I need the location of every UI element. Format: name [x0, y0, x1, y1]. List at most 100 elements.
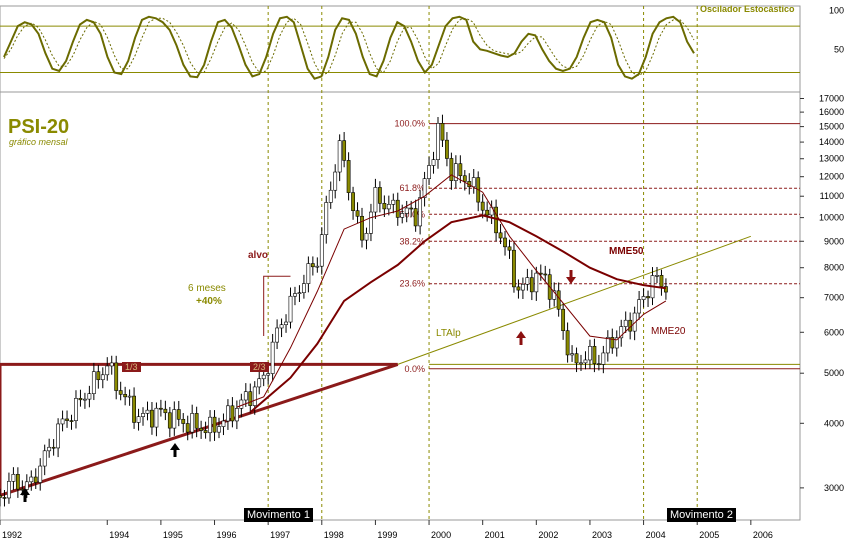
candle-body	[556, 290, 561, 310]
candle-body	[445, 139, 449, 159]
candle-body	[24, 481, 29, 490]
candle-body	[664, 286, 668, 293]
price-tick-label: 7000	[824, 293, 844, 303]
trendline-support	[0, 362, 399, 497]
fib-level-label: 38.2%	[400, 236, 426, 246]
arrow-up-1992	[20, 488, 30, 495]
candle-body	[436, 123, 440, 160]
label-movimento-1: Movimento 1	[244, 508, 313, 522]
candle-body	[552, 290, 557, 300]
candle-body	[288, 295, 293, 323]
price-tick-label: 17000	[819, 94, 844, 104]
candle-body	[270, 341, 275, 374]
candle-body	[641, 296, 646, 300]
candle-body	[337, 140, 342, 173]
candle-body	[29, 476, 34, 483]
time-tick-label: 2003	[592, 530, 612, 540]
candle-body	[91, 371, 96, 394]
arrow-up-1995-shaft	[173, 450, 177, 457]
candle-body	[400, 213, 405, 218]
candle-body	[601, 352, 606, 365]
time-tick-label: 2000	[431, 530, 451, 540]
candle-body	[310, 263, 315, 268]
candle-body	[74, 398, 78, 421]
candle-body	[431, 159, 436, 166]
fib-level-label: 50.0%	[400, 209, 426, 219]
candle-body	[7, 481, 11, 499]
candle-body	[96, 371, 101, 381]
candle-body	[261, 374, 266, 380]
candle-body	[42, 450, 47, 467]
candle-body	[614, 337, 619, 349]
candle-body	[623, 319, 628, 327]
candle-body	[150, 409, 154, 428]
candle-body	[257, 378, 262, 388]
arrow-down-2002	[566, 277, 576, 284]
label-2-3: 2/3	[250, 362, 269, 372]
candle-body	[51, 446, 56, 449]
candle-body	[364, 233, 369, 241]
candle-body	[440, 123, 445, 141]
candle-body	[328, 189, 333, 203]
time-tick-label: 2004	[646, 530, 666, 540]
arrow-down-2002-shaft	[569, 270, 573, 277]
label-ltalp: LTAlp	[436, 328, 461, 339]
candlestick-series	[0, 114, 668, 507]
candle-body	[275, 327, 279, 343]
candle-body	[145, 409, 150, 414]
candle-body	[284, 321, 288, 326]
candle-body	[449, 158, 454, 181]
candle-body	[480, 201, 485, 211]
candle-body	[203, 430, 208, 434]
chart-subtitle: gráfico mensal	[9, 137, 68, 147]
candle-body	[619, 326, 624, 339]
price-tick-label: 4000	[824, 418, 844, 428]
candle-body	[230, 405, 235, 422]
candle-body	[172, 409, 177, 429]
candle-body	[83, 398, 87, 401]
label-alvo: alvo	[248, 250, 269, 261]
candle-body	[561, 308, 566, 331]
candle-body	[65, 418, 69, 421]
time-tick-label: 2005	[699, 530, 719, 540]
candle-body	[596, 363, 601, 366]
label-6-meses: 6 meses	[188, 283, 226, 294]
candle-body	[360, 215, 364, 241]
candle-body	[217, 426, 221, 433]
candle-body	[565, 330, 570, 356]
candle-body	[319, 234, 324, 267]
oscillator-label: Oscilador Estocástico	[700, 4, 795, 14]
candle-body	[427, 165, 431, 179]
candle-body	[413, 208, 418, 227]
trendline-ltalp	[397, 235, 752, 365]
candle-body	[525, 277, 530, 285]
candle-body	[377, 187, 382, 204]
osc-tick-label: 100	[829, 6, 844, 16]
candle-body	[369, 211, 373, 234]
candle-body	[123, 394, 128, 398]
candle-body	[181, 418, 186, 424]
candle-body	[266, 373, 271, 376]
candle-body	[208, 416, 212, 434]
candle-body	[610, 337, 615, 349]
candle-body	[69, 420, 74, 422]
ma-line-mme50	[249, 214, 667, 414]
candle-body	[471, 177, 476, 188]
candle-body	[2, 497, 7, 499]
candle-body	[11, 474, 16, 482]
price-tick-label: 14000	[819, 137, 844, 147]
candle-body	[87, 393, 92, 400]
time-tick-label: 1995	[163, 530, 183, 540]
time-tick-label: 1996	[217, 530, 237, 540]
candle-body	[516, 286, 521, 291]
candle-body	[373, 187, 378, 213]
candle-body	[462, 175, 467, 182]
label-movimento-2: Movimento 2	[667, 508, 736, 522]
time-tick-label: 1997	[270, 530, 290, 540]
time-tick-label: 2001	[485, 530, 505, 540]
label-mme50: MME50	[609, 246, 644, 257]
candle-body	[47, 446, 52, 452]
candle-body	[118, 390, 123, 395]
candle-body	[592, 346, 597, 365]
